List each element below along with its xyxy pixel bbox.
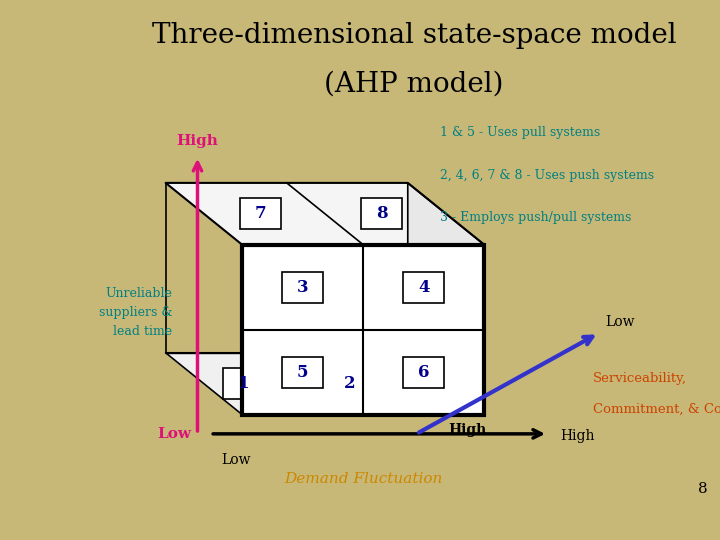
Text: 3: 3 xyxy=(297,279,308,295)
Text: 5: 5 xyxy=(297,363,308,381)
Text: Unreliable
suppliers &
lead time: Unreliable suppliers & lead time xyxy=(99,287,172,338)
Text: 8: 8 xyxy=(698,482,707,496)
Bar xyxy=(282,356,323,388)
Text: 6: 6 xyxy=(418,363,429,381)
Text: 7: 7 xyxy=(255,205,266,222)
Bar xyxy=(242,245,485,415)
Text: Low: Low xyxy=(606,315,635,329)
Text: 4: 4 xyxy=(418,279,429,295)
Text: 1: 1 xyxy=(238,375,249,392)
Text: Commitment, & Costs: Commitment, & Costs xyxy=(593,402,720,415)
Text: Low: Low xyxy=(221,453,251,467)
Text: High: High xyxy=(561,429,595,443)
Polygon shape xyxy=(166,353,485,415)
Text: Demand Fluctuation: Demand Fluctuation xyxy=(284,472,442,487)
Polygon shape xyxy=(166,183,485,245)
Text: High: High xyxy=(176,134,218,148)
Text: Three-dimensional state-space model: Three-dimensional state-space model xyxy=(152,22,677,49)
Bar xyxy=(330,368,371,399)
Text: High: High xyxy=(449,423,487,437)
Text: Low: Low xyxy=(157,427,191,441)
Text: Serviceability,: Serviceability, xyxy=(593,372,687,384)
Bar xyxy=(403,356,444,388)
Bar xyxy=(282,272,323,302)
Text: 8: 8 xyxy=(376,205,387,222)
Bar xyxy=(240,198,282,229)
Text: 1 & 5 - Uses pull systems: 1 & 5 - Uses pull systems xyxy=(440,126,600,139)
Text: 3 - Employs push/pull systems: 3 - Employs push/pull systems xyxy=(440,211,631,224)
Bar xyxy=(223,368,264,399)
Text: 2: 2 xyxy=(344,375,356,392)
Bar xyxy=(361,198,402,229)
Polygon shape xyxy=(408,183,485,415)
Bar xyxy=(403,272,444,302)
Text: (AHP model): (AHP model) xyxy=(325,71,504,98)
Text: 2, 4, 6, 7 & 8 - Uses push systems: 2, 4, 6, 7 & 8 - Uses push systems xyxy=(440,168,654,181)
